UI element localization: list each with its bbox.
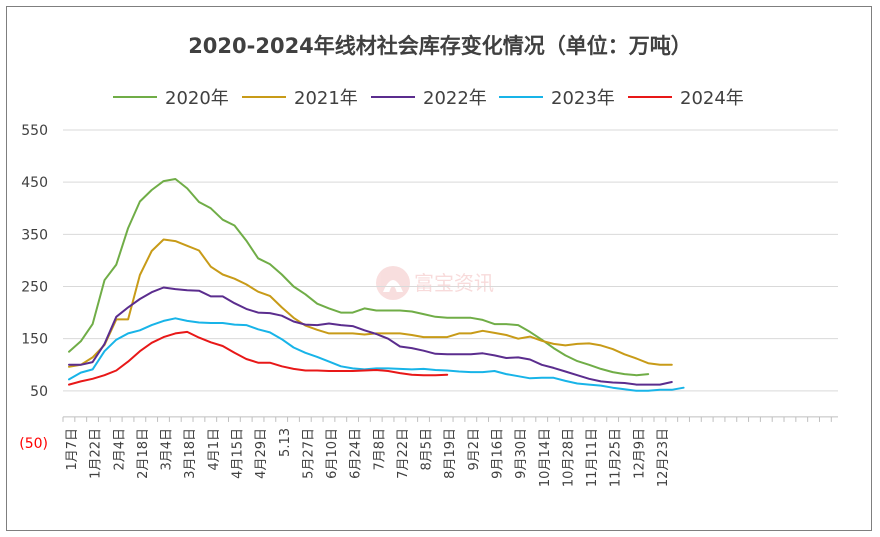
x-tick-label: 12月23日 <box>656 428 671 487</box>
x-tick-label: 2月18日 <box>136 428 151 479</box>
y-axis: (50) 50 150 250 350 450 550 <box>19 123 48 452</box>
x-tick-label: 4月15日 <box>230 428 245 479</box>
x-tick-label: 10月14日 <box>538 428 553 487</box>
x-tick-label: 10月28日 <box>561 428 576 487</box>
x-tick-label: 12月9日 <box>632 428 647 479</box>
series-line-2022年 <box>68 286 673 386</box>
x-tick-label: 8月19日 <box>443 428 458 479</box>
x-tick-label: 3月18日 <box>183 428 198 479</box>
y-tick-label: 450 <box>21 175 48 191</box>
x-tick-label: 2月4日 <box>112 428 127 471</box>
series-line-2021年 <box>68 238 673 368</box>
series-line-2020年 <box>68 178 650 377</box>
x-tick-label: 4月29日 <box>254 428 269 479</box>
x-tick-label: 9月16日 <box>491 428 506 479</box>
series-line-2023年 <box>68 317 685 392</box>
watermark: 富宝资讯 <box>376 266 494 300</box>
x-tick-label: 4月1日 <box>207 428 222 471</box>
x-tick-label: 9月2日 <box>467 428 482 471</box>
x-tick-label: 11月25日 <box>609 428 624 487</box>
legend: 2020年 2021年 2022年 2023年 2024年 <box>113 88 744 109</box>
x-tick-label: 8月5日 <box>420 428 435 471</box>
watermark-text: 富宝资讯 <box>414 271 494 295</box>
x-tick-label: 7月8日 <box>372 428 387 471</box>
series-line-2024年 <box>68 330 449 386</box>
gridlines <box>63 129 838 392</box>
y-tick-label: 550 <box>21 123 48 139</box>
watermark-logo-icon <box>376 266 410 300</box>
x-tick-label: 11月11日 <box>585 428 600 487</box>
x-tick-label: 5.13 <box>278 428 293 457</box>
y-tick-label: 150 <box>21 332 48 348</box>
x-tick-label: 5月27日 <box>301 428 316 479</box>
y-tick-label: 250 <box>21 280 48 296</box>
chart-frame <box>6 6 872 531</box>
series-lines <box>68 178 685 392</box>
legend-label: 2023年 <box>551 88 615 109</box>
chart-title: 2020-2024年线材社会库存变化情况（单位：万吨） <box>188 34 692 58</box>
y-tick-label: 350 <box>21 227 48 243</box>
x-tick-label: 6月24日 <box>349 428 364 479</box>
legend-label: 2021年 <box>294 88 358 109</box>
legend-label: 2022年 <box>423 88 487 109</box>
x-tick-label: 9月30日 <box>514 428 529 479</box>
x-tick-label: 1月22日 <box>89 428 104 479</box>
y-tick-label: 50 <box>30 384 48 400</box>
legend-label: 2024年 <box>680 88 744 109</box>
x-tick-label: 6月10日 <box>325 428 340 479</box>
x-tick-label: 1月7日 <box>65 428 80 471</box>
y-tick-label: (50) <box>19 436 48 452</box>
legend-label: 2020年 <box>165 88 229 109</box>
x-axis: 1月7日 1月22日 2月4日 2月18日 3月4日 3月18日 4月1日 4月15日 4月29… <box>62 416 838 487</box>
x-tick-label: 7月22日 <box>396 428 411 479</box>
x-tick-label: 3月4日 <box>160 428 175 471</box>
